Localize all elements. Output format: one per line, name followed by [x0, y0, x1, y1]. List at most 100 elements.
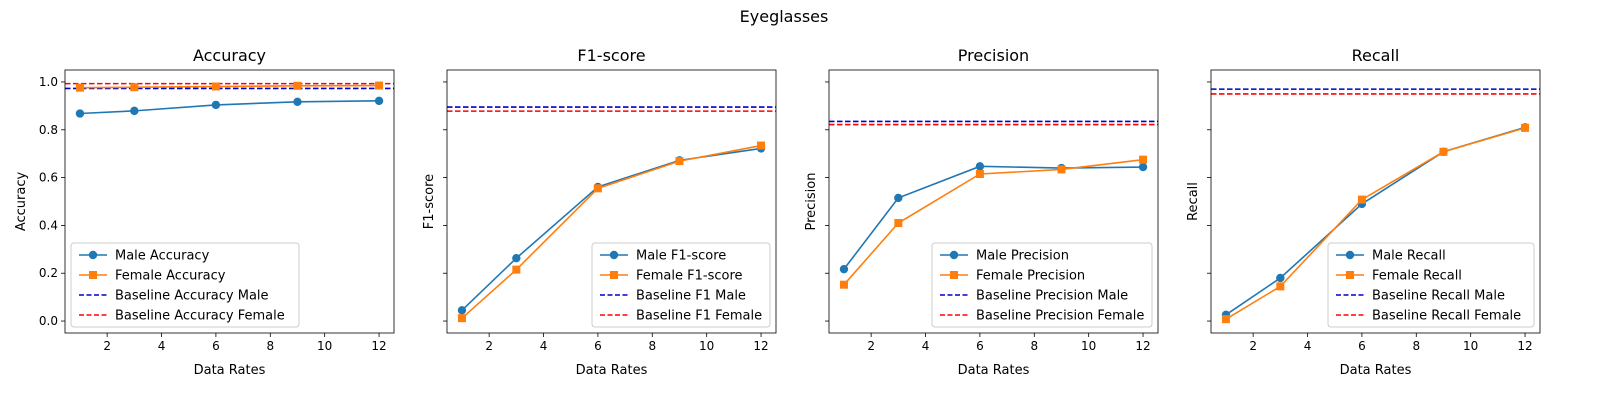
- legend-frame: [70, 242, 300, 328]
- data-point: [211, 100, 221, 110]
- x-axis-label: Data Rates: [194, 363, 266, 378]
- data-point: [894, 219, 903, 228]
- legend-label: Male Precision: [976, 249, 1069, 264]
- chart-panel-2: F1-score 2 4 6 8 10 12 Data Rates F1-score Male F…: [422, 46, 777, 378]
- data-point: [130, 83, 139, 92]
- y-tick-label: 1.0: [39, 75, 58, 89]
- legend-marker: [610, 271, 618, 279]
- x-tick-label: 12: [753, 339, 768, 353]
- data-point: [374, 96, 384, 106]
- x-axis-label: Data Rates: [576, 363, 648, 378]
- data-point: [593, 184, 602, 193]
- legend-marker: [609, 250, 619, 260]
- data-point: [894, 193, 903, 203]
- series-line: [79, 84, 380, 89]
- data-point: [293, 81, 302, 90]
- x-tick-label: 6: [594, 339, 602, 353]
- legend-label: Baseline Accuracy Female: [115, 309, 285, 324]
- x-tick-label: 4: [540, 339, 548, 353]
- x-tick-label: 2: [103, 339, 111, 353]
- data-point: [1276, 282, 1285, 291]
- legend-label: Baseline Precision Male: [976, 289, 1128, 304]
- data-point: [975, 162, 985, 171]
- x-tick-label: 12: [371, 339, 386, 353]
- panel-title: Precision: [958, 46, 1029, 65]
- data-point: [1357, 195, 1366, 204]
- x-axis-label: Data Rates: [958, 363, 1030, 378]
- data-point: [512, 265, 521, 274]
- series-line: [79, 100, 380, 115]
- data-point: [75, 109, 85, 118]
- data-point: [1057, 165, 1066, 174]
- chart-panel-1: Accuracy 2 4 6 8 10 12 0.0 0.2 0.4 0.6 0.8 1.0 Data R…: [14, 46, 395, 378]
- figure-suptitle: Eyeglasses: [740, 7, 829, 26]
- x-tick-label: 2: [1249, 339, 1257, 353]
- y-tick-label: 0.2: [39, 266, 58, 280]
- panel-title: Accuracy: [193, 46, 266, 65]
- x-tick-label: 6: [1358, 339, 1366, 353]
- legend-label: Female Accuracy: [115, 269, 226, 284]
- data-point: [1439, 147, 1448, 156]
- data-point: [1276, 273, 1285, 283]
- x-tick-label: 4: [158, 339, 166, 353]
- legend-frame: [591, 242, 771, 328]
- x-tick-label: 8: [1412, 339, 1420, 353]
- x-tick-label: 8: [266, 339, 274, 353]
- y-axis-label: Precision: [804, 172, 819, 230]
- x-tick-label: 10: [1081, 339, 1096, 353]
- data-point: [130, 106, 139, 116]
- legend-marker: [949, 250, 959, 260]
- legend-label: Baseline Accuracy Male: [115, 289, 269, 304]
- y-tick-label: 0.8: [39, 123, 58, 137]
- legend-label: Male Recall: [1372, 249, 1446, 264]
- x-tick-label: 10: [699, 339, 714, 353]
- legend: Male Accuracy Female Accuracy Baseline Acc…: [70, 242, 300, 328]
- data-point: [1221, 315, 1230, 324]
- x-tick-label: 6: [976, 339, 984, 353]
- data-point: [675, 157, 684, 166]
- legend-label: Baseline Recall Female: [1372, 309, 1521, 324]
- y-axis-label: F1-score: [422, 174, 437, 229]
- x-tick-label: 8: [1030, 339, 1038, 353]
- data-point: [211, 82, 220, 91]
- axes-frame: [64, 69, 395, 334]
- data-point: [839, 264, 849, 274]
- legend-label: Male F1-score: [636, 249, 726, 264]
- x-tick-label: 10: [317, 339, 332, 353]
- legend-label: Female F1-score: [636, 269, 743, 284]
- legend-label: Female Precision: [976, 269, 1085, 284]
- chart-panel-3: Precision 2 4 6 8 10 12 Data Rates Precision Male…: [804, 46, 1159, 378]
- legend-marker: [89, 271, 97, 279]
- data-point: [839, 280, 848, 289]
- x-tick-label: 6: [212, 339, 220, 353]
- data-point: [975, 170, 984, 179]
- legend: Male Recall Female Recall Baseline Recall …: [1327, 242, 1535, 328]
- data-point: [293, 97, 302, 106]
- x-axis-label: Data Rates: [1340, 363, 1412, 378]
- axes-frame: [446, 69, 777, 334]
- legend-label: Baseline F1 Female: [636, 309, 762, 324]
- panel-title: Recall: [1352, 46, 1400, 65]
- chart-panel-4: Recall 2 4 6 8 10 12 Data Rates Recall Male Recal…: [1186, 46, 1541, 378]
- legend-label: Baseline Precision Female: [976, 309, 1144, 324]
- legend-label: Baseline F1 Male: [636, 289, 746, 304]
- y-axis-label: Accuracy: [14, 172, 29, 232]
- legend-marker: [1346, 271, 1354, 279]
- legend-label: Baseline Recall Male: [1372, 289, 1505, 304]
- data-point: [1139, 155, 1148, 164]
- x-tick-label: 10: [1463, 339, 1478, 353]
- y-tick-label: 0.6: [39, 171, 58, 185]
- x-tick-label: 12: [1517, 339, 1532, 353]
- legend-label: Male Accuracy: [115, 249, 210, 264]
- y-tick-label: 0.0: [39, 314, 58, 328]
- data-point: [457, 314, 466, 323]
- panel-title: F1-score: [577, 46, 645, 65]
- y-axis-label: Recall: [1186, 182, 1201, 221]
- legend: Male F1-score Female F1-score Baseline F1 …: [591, 242, 771, 328]
- y-tick-label: 0.4: [39, 218, 58, 232]
- data-point: [1138, 162, 1148, 172]
- legend-frame: [931, 242, 1153, 328]
- data-point: [457, 306, 467, 315]
- legend-marker: [950, 271, 958, 279]
